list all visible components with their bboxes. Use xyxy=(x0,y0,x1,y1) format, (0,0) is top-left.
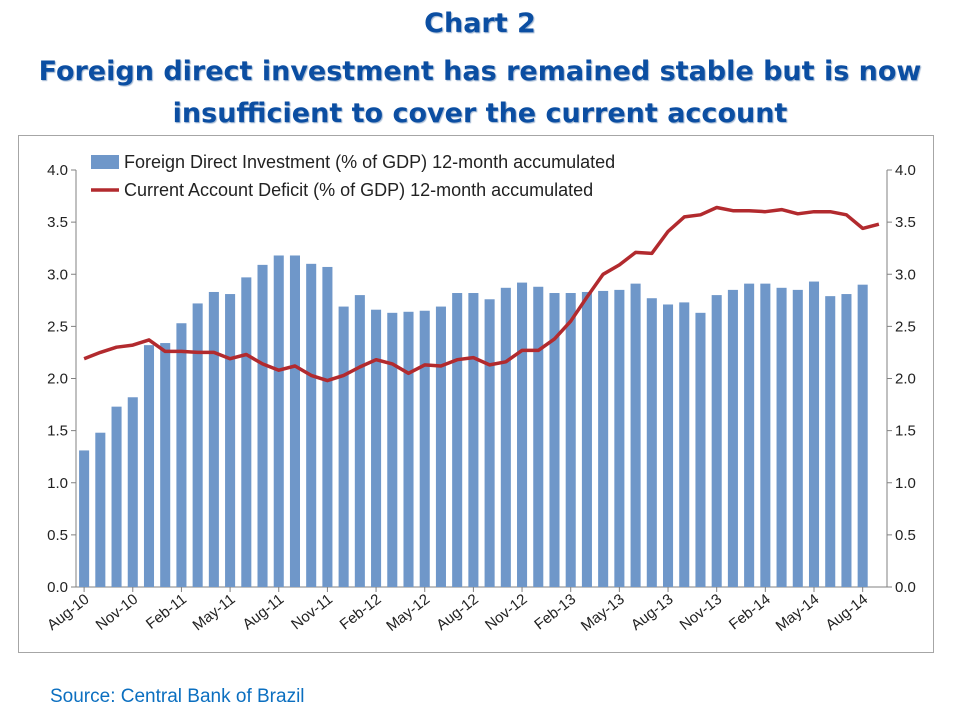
fdi-bar xyxy=(273,255,284,588)
x-tick-label: Aug-13 xyxy=(628,591,677,634)
fdi-bar xyxy=(581,291,592,587)
fdi-bar xyxy=(338,306,349,587)
fdi-bar xyxy=(614,289,625,587)
fdi-bar xyxy=(306,263,317,587)
fdi-bar xyxy=(468,293,479,587)
x-tick-label: Aug-10 xyxy=(44,591,93,634)
y-tick-label-right: 1.0 xyxy=(895,475,916,492)
fdi-bar xyxy=(354,295,365,587)
headline-line-1: Foreign direct investment has remained s… xyxy=(38,56,922,87)
y-tick-label-right: 2.5 xyxy=(895,318,916,335)
x-tick-label: Aug-12 xyxy=(433,591,482,634)
fdi-bar xyxy=(160,343,171,587)
y-tick-label-left: 0.0 xyxy=(47,579,68,596)
fdi-bar xyxy=(111,406,122,587)
fdi-bar xyxy=(792,289,803,587)
fdi-bar xyxy=(825,296,836,587)
fdi-bar xyxy=(79,450,90,587)
fdi-bar xyxy=(533,286,544,587)
fdi-bar xyxy=(403,311,414,587)
fdi-bar xyxy=(208,291,219,587)
y-tick-label-left: 1.5 xyxy=(47,423,68,440)
fdi-bar xyxy=(646,298,657,587)
legend-swatch-fdi xyxy=(91,155,119,169)
headline-line-2: insufficient to cover the current accoun… xyxy=(172,98,788,129)
fdi-bar xyxy=(760,283,771,587)
fdi-bar xyxy=(744,283,755,587)
fdi-bar xyxy=(127,397,138,587)
fdi-bar xyxy=(549,293,560,587)
chart-number-title: Chart 2 xyxy=(424,8,536,39)
source-note: Source: Central Bank of Brazil xyxy=(50,686,305,707)
fdi-bar xyxy=(322,266,333,587)
y-tick-label-left: 1.0 xyxy=(47,475,68,492)
fdi-bar xyxy=(225,294,236,587)
fdi-bar xyxy=(565,293,576,587)
fdi-bar xyxy=(452,293,463,587)
fdi-bar xyxy=(257,264,268,587)
y-tick-label-left: 3.0 xyxy=(47,266,68,283)
fdi-bar xyxy=(776,287,787,587)
fdi-bar xyxy=(95,432,106,587)
fdi-bar xyxy=(598,290,609,587)
chart-area: 0.0 0.0 0.5 0.5 1.0 1.0 1.5 1.5 2.0 2.0 2.5 2.5 3.0 3… xyxy=(18,135,934,653)
x-tick-label: Nov-13 xyxy=(677,591,726,634)
fdi-bar xyxy=(484,299,495,587)
x-tick-label: Feb-12 xyxy=(337,591,385,634)
x-tick-label: Nov-10 xyxy=(93,591,142,634)
current-account-deficit-line xyxy=(83,205,880,383)
fdi-bar xyxy=(419,310,430,587)
x-tick-label: Nov-12 xyxy=(482,591,531,634)
fdi-bar xyxy=(500,287,511,587)
chart-canvas: 0.0 0.0 0.5 0.5 1.0 1.0 1.5 1.5 2.0 2.0 2.5 2.5 3.0 3… xyxy=(44,152,916,635)
y-tick-label-right: 3.0 xyxy=(895,266,916,283)
fdi-bar xyxy=(289,255,300,588)
y-tick-label-left: 0.5 xyxy=(47,527,68,544)
fdi-bar xyxy=(727,289,738,587)
fdi-bar xyxy=(192,303,203,587)
x-tick-label: May-14 xyxy=(773,591,823,635)
fdi-bar xyxy=(176,323,187,587)
legend-label-cad: Current Account Deficit (% of GDP) 12-mo… xyxy=(124,180,593,200)
fdi-bar xyxy=(387,312,398,587)
y-tick-label-right: 1.5 xyxy=(895,423,916,440)
fdi-bar xyxy=(711,295,722,587)
fdi-bar xyxy=(841,294,852,587)
fdi-bar xyxy=(241,277,252,587)
x-tick-label: May-13 xyxy=(578,591,628,635)
fdi-bar xyxy=(435,306,446,587)
x-tick-label: Feb-13 xyxy=(531,591,579,634)
y-tick-label-right: 2.0 xyxy=(895,371,916,388)
fdi-bar xyxy=(857,284,868,587)
x-tick-label: Feb-11 xyxy=(143,591,190,633)
x-tick-label: Aug-11 xyxy=(240,591,288,633)
x-tick-label: Feb-14 xyxy=(726,591,774,634)
y-tick-label-left: 2.5 xyxy=(47,318,68,335)
x-tick-label: May-11 xyxy=(190,591,239,635)
fdi-bar xyxy=(371,309,382,587)
x-tick-label: May-12 xyxy=(383,591,433,635)
y-tick-label-right: 0.0 xyxy=(895,579,916,596)
y-tick-label-right: 3.5 xyxy=(895,214,916,231)
y-tick-label-right: 4.0 xyxy=(895,162,916,179)
fdi-bar xyxy=(679,302,690,587)
y-tick-label-left: 2.0 xyxy=(47,371,68,388)
y-tick-label-right: 0.5 xyxy=(895,527,916,544)
legend-label-fdi: Foreign Direct Investment (% of GDP) 12-… xyxy=(124,152,615,172)
x-tick-label: Nov-11 xyxy=(288,591,336,633)
x-tick-label: Aug-14 xyxy=(823,591,872,634)
fdi-bar xyxy=(808,281,820,587)
y-tick-label-left: 3.5 xyxy=(47,214,68,231)
fdi-bar xyxy=(143,345,155,587)
fdi-bar xyxy=(630,283,641,587)
fdi-bar xyxy=(695,312,706,587)
fdi-bar xyxy=(663,304,674,587)
fdi-bar xyxy=(517,282,528,587)
y-tick-label-left: 4.0 xyxy=(47,162,68,179)
